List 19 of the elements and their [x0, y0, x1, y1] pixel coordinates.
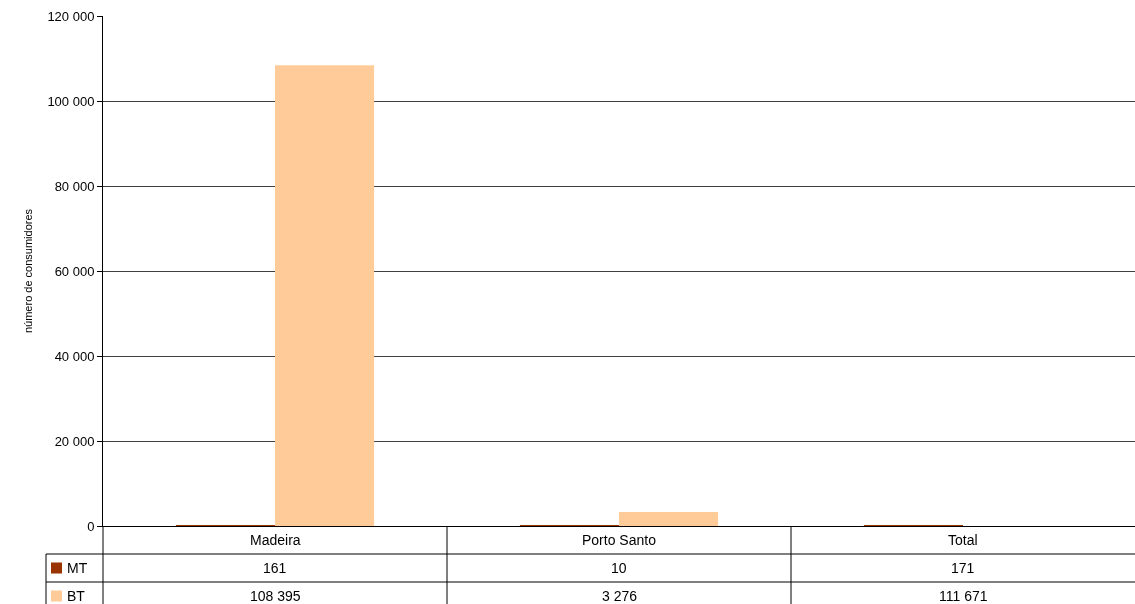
- legend-label: MT: [67, 560, 88, 576]
- y-axis-title: número de consumidores: [22, 208, 35, 334]
- y-tick-label: 120 000: [47, 8, 95, 24]
- data-label: 3 276: [602, 588, 638, 604]
- y-tick-label: 20 000: [54, 433, 95, 449]
- data-label: 161: [263, 560, 287, 576]
- x-tick-label: Total: [948, 532, 978, 548]
- y-tick-label: 100 000: [47, 93, 95, 109]
- data-label: 108 395: [250, 588, 301, 604]
- text: 111 671: [939, 588, 988, 604]
- x-tick-label: Madeira: [250, 532, 301, 548]
- data-label: 10: [611, 560, 627, 576]
- x-tick-label: Porto Santo: [582, 532, 657, 548]
- y-tick-label: 80 000: [54, 178, 95, 194]
- legend-label: BT: [67, 588, 86, 604]
- y-tick-label: 0: [87, 518, 95, 534]
- y-tick-label: 40 000: [54, 348, 95, 364]
- data-label: 171: [951, 560, 975, 576]
- y-tick-label: 60 000: [54, 263, 95, 279]
